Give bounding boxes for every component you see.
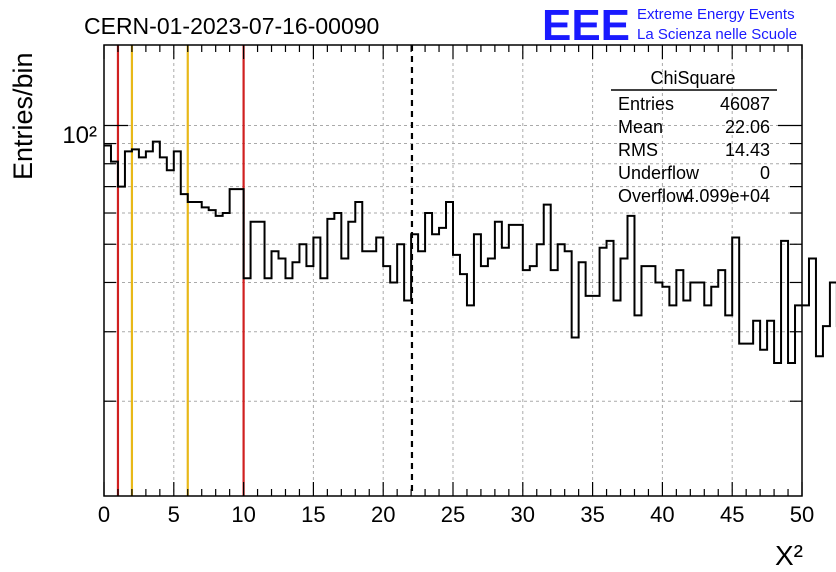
- stats-box-title: ChiSquare: [650, 68, 735, 88]
- axis-ticks: [103, 45, 803, 496]
- y-tick-label-100: 10²: [62, 122, 97, 149]
- stats-overflow-value: 4.099e+04: [684, 186, 770, 206]
- stats-entries-value: 46087: [720, 94, 770, 114]
- stats-underflow-label: Underflow: [618, 163, 700, 183]
- stats-entries-label: Entries: [618, 94, 674, 114]
- eee-tagline-1: Extreme Energy Events: [637, 6, 795, 23]
- stats-rms-label: RMS: [618, 140, 658, 160]
- x-tick-label: 40: [650, 502, 674, 527]
- stats-overflow-label: Overflow: [618, 186, 690, 206]
- y-axis-label: Entries/bin: [8, 52, 38, 180]
- x-tick-label: 35: [580, 502, 604, 527]
- eee-logo-text: EEE: [542, 1, 630, 50]
- x-tick-label: 50: [790, 502, 814, 527]
- stats-rms-value: 14.43: [725, 140, 770, 160]
- x-tick-label: 25: [441, 502, 465, 527]
- x-tick-label: 20: [371, 502, 395, 527]
- grid-lines: [104, 45, 802, 496]
- x-tick-label: 30: [511, 502, 535, 527]
- x-tick-label: 5: [168, 502, 180, 527]
- stats-mean-value: 22.06: [725, 117, 770, 137]
- x-tick-label: 10: [231, 502, 255, 527]
- x-tick-labels: 0 5 10 15 20 25 30 35 40 45 50: [98, 502, 814, 527]
- x-tick-label: 0: [98, 502, 110, 527]
- stats-underflow-value: 0: [760, 163, 770, 183]
- eee-tagline-2: La Scienza nelle Scuole: [637, 26, 797, 43]
- x-tick-label: 15: [301, 502, 325, 527]
- eee-logo: EEE Extreme Energy Events La Scienza nel…: [542, 1, 797, 50]
- stats-mean-label: Mean: [618, 117, 663, 137]
- histogram-series: [104, 140, 836, 364]
- x-tick-label: 45: [720, 502, 744, 527]
- x-axis-label: X²: [775, 540, 803, 571]
- stats-box: ChiSquare Entries 46087 Mean 22.06 RMS 1…: [611, 68, 777, 206]
- run-title: CERN-01-2023-07-16-00090: [84, 13, 379, 39]
